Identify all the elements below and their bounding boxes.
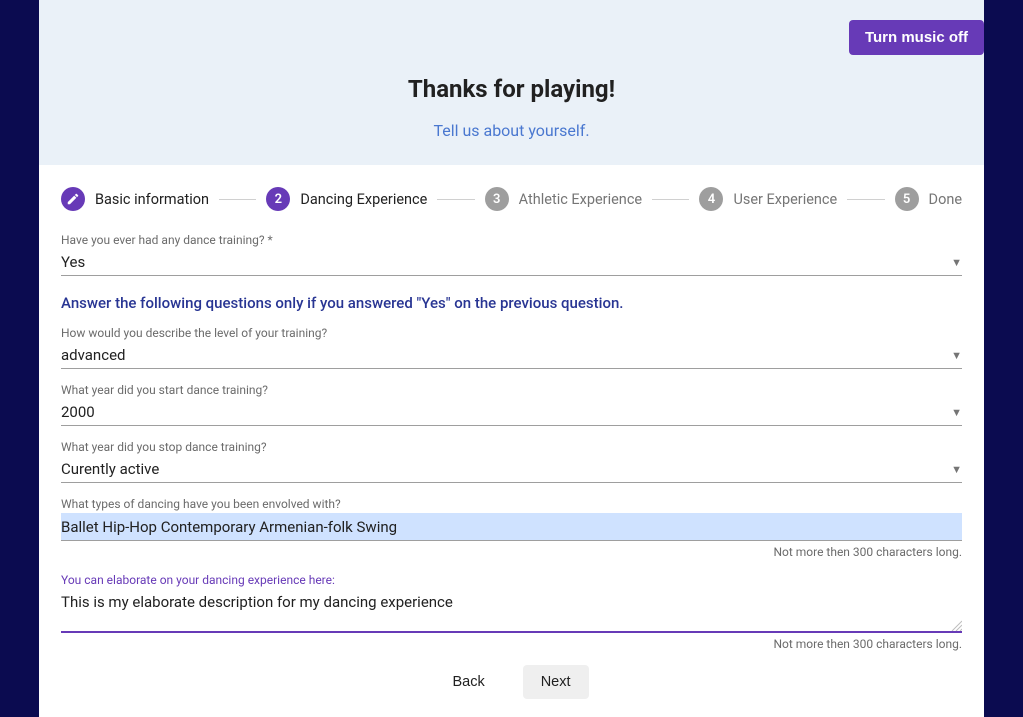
field-level: How would you describe the level of your… <box>61 326 962 369</box>
step-divider <box>847 199 884 200</box>
step-number-icon: 2 <box>266 187 290 211</box>
step-number-icon: 5 <box>895 187 919 211</box>
field-label: What year did you stop dance training? <box>61 440 962 454</box>
top-bar: Turn music off <box>39 0 984 55</box>
input-value: Ballet Hip-Hop Contemporary Armenian-fol… <box>61 518 397 536</box>
elaborate-textarea[interactable] <box>61 589 962 627</box>
field-label: Have you ever had any dance training? * <box>61 233 962 247</box>
stop-year-select[interactable]: Curently active ▼ <box>61 456 962 483</box>
step-label: Dancing Experience <box>300 191 427 208</box>
field-label: What year did you start dance training? <box>61 383 962 397</box>
level-select[interactable]: advanced ▼ <box>61 342 962 369</box>
step-basic-info[interactable]: Basic information <box>61 187 209 211</box>
select-value: 2000 <box>61 403 943 421</box>
field-label: How would you describe the level of your… <box>61 326 962 340</box>
resize-handle-icon[interactable] <box>950 619 962 631</box>
edit-icon <box>61 187 85 211</box>
dance-types-input[interactable]: Ballet Hip-Hop Contemporary Armenian-fol… <box>61 513 962 541</box>
music-toggle-button[interactable]: Turn music off <box>849 20 984 55</box>
field-training: Have you ever had any dance training? * … <box>61 233 962 276</box>
step-label: Basic information <box>95 191 209 208</box>
back-button[interactable]: Back <box>434 665 502 699</box>
step-label: Athletic Experience <box>519 191 642 208</box>
field-label: What types of dancing have you been envo… <box>61 497 962 511</box>
selection-highlight: Ballet Hip-Hop Contemporary Armenian-fol… <box>61 513 962 540</box>
page-title: Thanks for playing! <box>39 75 984 103</box>
select-value: advanced <box>61 346 943 364</box>
select-value: Yes <box>61 253 943 271</box>
app-container: Turn music off Thanks for playing! Tell … <box>39 0 984 670</box>
step-divider <box>219 199 256 200</box>
stepper: Basic information 2 Dancing Experience 3… <box>61 187 962 211</box>
field-label: You can elaborate on your dancing experi… <box>61 573 962 587</box>
field-stop-year: What year did you stop dance training? C… <box>61 440 962 483</box>
header: Thanks for playing! Tell us about yourse… <box>39 75 984 140</box>
step-label: Done <box>929 191 962 208</box>
form-card: Basic information 2 Dancing Experience 3… <box>39 165 984 717</box>
next-button[interactable]: Next <box>523 665 589 699</box>
step-done[interactable]: 5 Done <box>895 187 962 211</box>
field-start-year: What year did you start dance training? … <box>61 383 962 426</box>
field-dance-types: What types of dancing have you been envo… <box>61 497 962 559</box>
form: Have you ever had any dance training? * … <box>61 233 962 699</box>
training-select[interactable]: Yes ▼ <box>61 249 962 276</box>
field-elaborate: You can elaborate on your dancing experi… <box>61 573 962 651</box>
step-divider <box>652 199 689 200</box>
page-subtitle: Tell us about yourself. <box>39 121 984 140</box>
form-actions: Back Next <box>61 665 962 699</box>
step-number-icon: 4 <box>699 187 723 211</box>
elaborate-textarea-wrap <box>61 589 962 633</box>
helper-text: Not more then 300 characters long. <box>61 545 962 559</box>
step-dancing-exp[interactable]: 2 Dancing Experience <box>266 187 427 211</box>
step-athletic-exp[interactable]: 3 Athletic Experience <box>485 187 642 211</box>
step-divider <box>437 199 474 200</box>
step-number-icon: 3 <box>485 187 509 211</box>
chevron-down-icon: ▼ <box>951 463 962 476</box>
helper-text: Not more then 300 characters long. <box>61 637 962 651</box>
step-user-exp[interactable]: 4 User Experience <box>699 187 837 211</box>
section-note: Answer the following questions only if y… <box>61 294 962 312</box>
chevron-down-icon: ▼ <box>951 349 962 362</box>
chevron-down-icon: ▼ <box>951 256 962 269</box>
step-label: User Experience <box>733 191 837 208</box>
start-year-select[interactable]: 2000 ▼ <box>61 399 962 426</box>
chevron-down-icon: ▼ <box>951 406 962 419</box>
select-value: Curently active <box>61 460 943 478</box>
